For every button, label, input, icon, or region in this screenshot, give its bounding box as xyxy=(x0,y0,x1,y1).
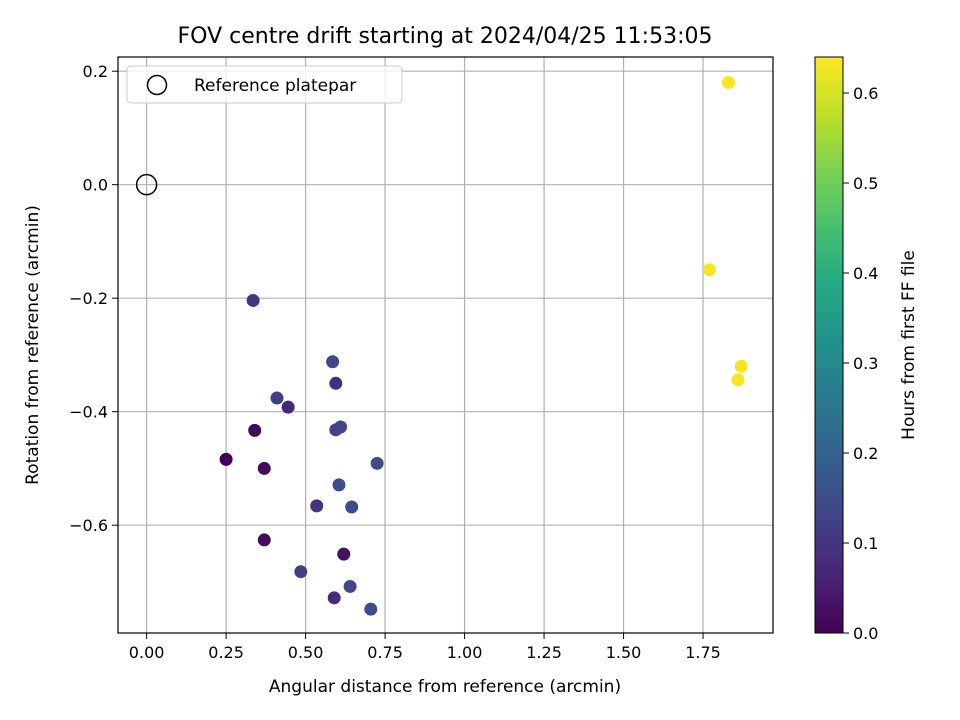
data-point xyxy=(270,391,284,405)
data-points xyxy=(219,76,748,616)
data-point xyxy=(294,565,308,579)
y-tick-label: 0.2 xyxy=(83,62,108,81)
data-point xyxy=(326,355,340,369)
data-point xyxy=(327,591,341,605)
data-point xyxy=(310,499,324,513)
x-tick-label: 1.75 xyxy=(685,643,721,662)
colorbar-tick-label: 0.4 xyxy=(853,264,878,283)
data-point xyxy=(246,293,260,307)
x-tick-label: 0.75 xyxy=(367,643,403,662)
legend: Reference platepar xyxy=(126,65,403,104)
x-axis-ticks: 0.00 0.25 0.50 0.75 1.00 1.25 1.50 1.75 xyxy=(129,633,721,662)
legend-reference-marker xyxy=(146,74,168,96)
colorbar-tick-label: 0.1 xyxy=(853,534,878,553)
colorbar-tick-label: 0.5 xyxy=(853,174,878,193)
data-point xyxy=(334,420,348,434)
x-tick-label: 1.50 xyxy=(606,643,642,662)
legend-box xyxy=(126,65,403,104)
x-tick-label: 0.00 xyxy=(129,643,165,662)
data-point xyxy=(702,263,716,277)
y-tick-label: −0.2 xyxy=(69,289,108,308)
data-point xyxy=(248,423,262,437)
colorbar-tick-label: 0.3 xyxy=(853,354,878,373)
data-point xyxy=(734,359,748,373)
y-tick-label: −0.4 xyxy=(69,403,108,422)
x-tick-label: 0.50 xyxy=(288,643,324,662)
data-point xyxy=(281,400,295,414)
x-tick-label: 1.25 xyxy=(526,643,562,662)
colorbar-tick-label: 0.2 xyxy=(853,444,878,463)
colorbar-ticks: 0.0 0.1 0.2 0.3 0.4 0.5 0.6 xyxy=(843,84,878,643)
data-point xyxy=(337,547,351,561)
data-point xyxy=(329,376,343,390)
colorbar-tick-label: 0.6 xyxy=(853,84,878,103)
colorbar: 0.0 0.1 0.2 0.3 0.4 0.5 0.6 Hours from first F… xyxy=(814,56,919,643)
data-point xyxy=(370,456,384,470)
colorbar-tick-label: 0.0 xyxy=(853,624,878,643)
data-point xyxy=(345,500,359,514)
legend-reference-label: Reference platepar xyxy=(194,76,356,96)
y-axis-ticks: 0.2 0.0 −0.2 −0.4 −0.6 xyxy=(69,62,118,535)
reference-marker-group xyxy=(135,173,158,196)
y-axis-label: Rotation from reference (arcmin) xyxy=(23,205,43,485)
data-point xyxy=(364,602,378,616)
colorbar-gradient xyxy=(815,57,843,633)
reference-marker xyxy=(135,173,158,196)
data-point xyxy=(219,452,233,466)
x-axis-label: Angular distance from reference (arcmin) xyxy=(269,677,621,697)
plot-frame xyxy=(117,56,774,634)
data-point xyxy=(257,461,271,475)
colorbar-label: Hours from first FF file xyxy=(899,250,919,440)
colorbar-frame xyxy=(814,56,844,634)
y-tick-label: −0.6 xyxy=(69,516,108,535)
data-point xyxy=(343,579,357,593)
x-tick-label: 1.00 xyxy=(447,643,483,662)
chart-title: FOV centre drift starting at 2024/04/25 … xyxy=(178,24,713,49)
data-point xyxy=(332,478,346,492)
y-tick-label: 0.0 xyxy=(83,176,108,195)
x-tick-label: 0.25 xyxy=(208,643,244,662)
data-point xyxy=(721,76,735,90)
data-point xyxy=(257,533,271,547)
data-point xyxy=(731,373,745,387)
